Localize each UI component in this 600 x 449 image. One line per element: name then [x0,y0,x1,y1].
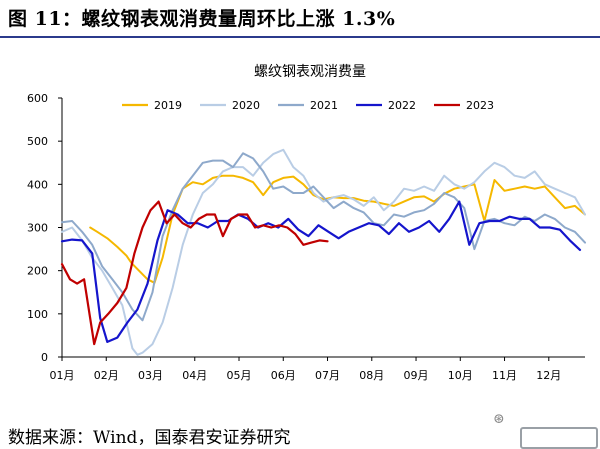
x-tick-label: 07月 [315,369,340,382]
x-tick-label: 09月 [404,369,429,382]
legend-label-2021: 2021 [310,99,338,112]
x-tick-label: 01月 [50,369,75,382]
x-tick-label: 02月 [94,369,119,382]
y-tick-label: 200 [27,265,48,278]
wechat-icon: ⊛ [493,411,505,427]
y-tick-label: 100 [27,308,48,321]
legend-label-2019: 2019 [154,99,182,112]
y-tick-label: 500 [27,135,48,148]
x-tick-label: 04月 [182,369,207,382]
x-tick-label: 06月 [271,369,296,382]
series-line-2020 [61,148,586,356]
y-tick-label: 600 [27,92,48,105]
x-tick-label: 03月 [138,369,163,382]
legend: 2019 2020 2021 2022 2023 [122,99,494,112]
y-tick-label: 0 [41,351,48,364]
x-tick-label: 08月 [359,369,384,382]
x-tick-label: 12月 [536,369,561,382]
figure-title: 图 11：螺纹钢表观消费量周环比上涨 1.3% [8,8,396,30]
x-tick-label: 10月 [448,369,473,382]
watermark-logo [520,427,598,449]
source-note: 数据来源：Wind，国泰君安证券研究 [8,428,291,448]
series-line-2022 [60,200,582,343]
legend-label-2020: 2020 [232,99,260,112]
y-tick-label: 300 [27,222,48,235]
legend-label-2022: 2022 [388,99,416,112]
series-lines [60,148,586,356]
x-axis: 01月 02月 03月 04月 05月 06月 07月 08月 09月 10月 11月 12月 [50,356,585,382]
title-rule [0,36,600,38]
series-line-2023 [60,200,329,346]
x-tick-label: 05月 [227,369,252,382]
x-tick-label: 11月 [492,369,517,382]
y-axis: 0 100 200 300 400 500 600 [27,92,63,364]
y-tick-label: 400 [27,178,48,191]
chart-title: 螺纹钢表观消费量 [254,64,366,80]
legend-label-2023: 2023 [466,99,494,112]
